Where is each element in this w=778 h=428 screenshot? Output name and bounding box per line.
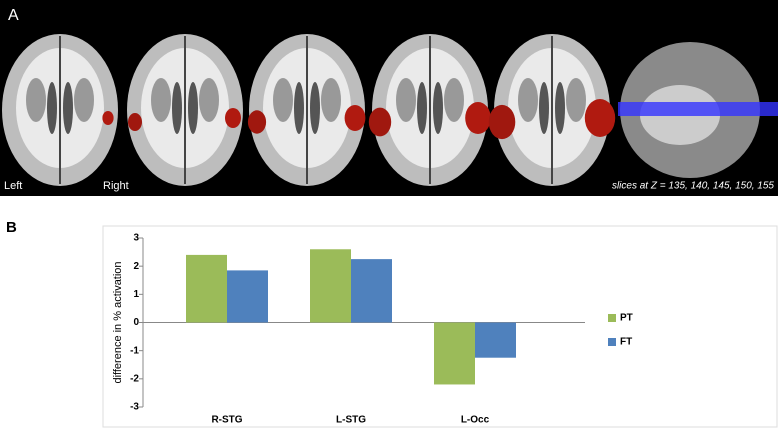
brain-ventricle xyxy=(539,82,549,134)
brain-ventricle xyxy=(172,82,182,134)
activation-blob xyxy=(368,107,392,137)
brain-ventricle xyxy=(417,82,427,134)
bar xyxy=(310,249,351,323)
brain-gray-matter xyxy=(444,78,464,122)
brain-gray-matter xyxy=(151,78,171,122)
legend-label: PT xyxy=(620,313,633,324)
brain-gray-matter xyxy=(396,78,416,122)
slice-caption: slices at Z = 135, 140, 145, 150, 155 xyxy=(612,181,774,192)
x-tick-label: R-STG xyxy=(211,415,242,426)
brain-gray-matter xyxy=(74,78,94,122)
y-tick-label: 3 xyxy=(133,233,139,244)
chart-frame xyxy=(102,225,778,428)
y-tick-label: 0 xyxy=(133,317,139,328)
y-tick-label: -1 xyxy=(130,345,139,356)
x-tick-label: L-STG xyxy=(336,415,366,426)
bar xyxy=(475,322,516,358)
activation-blob xyxy=(128,113,142,131)
panel-a-label: A xyxy=(8,7,19,24)
activation-blob xyxy=(465,102,491,134)
brain-gray-matter xyxy=(26,78,46,122)
brain-ventricle xyxy=(63,82,73,134)
slice-band xyxy=(618,102,778,116)
brain-slices xyxy=(2,34,778,186)
brain-gray-matter xyxy=(518,78,538,122)
brain-gray-matter xyxy=(321,78,341,122)
y-axis-label: difference in % activation xyxy=(112,261,124,383)
y-tick-label: 2 xyxy=(133,261,139,272)
brain-ventricle xyxy=(188,82,198,134)
left-label: Left xyxy=(4,180,22,192)
bar xyxy=(186,254,227,323)
y-tick-label: -2 xyxy=(130,373,139,384)
legend-swatch xyxy=(608,314,616,322)
brain-ventricle xyxy=(310,82,320,134)
brain-ventricle xyxy=(294,82,304,134)
bar xyxy=(351,259,392,323)
activation-blob xyxy=(584,99,616,137)
x-tick-label: L-Occ xyxy=(461,415,490,426)
y-tick-label: 1 xyxy=(133,289,139,300)
panel-b-label: B xyxy=(6,219,17,236)
brain-ventricle xyxy=(433,82,443,134)
right-label: Right xyxy=(103,180,129,192)
brain-gray-matter xyxy=(199,78,219,122)
activation-blob xyxy=(344,105,366,131)
activation-blob xyxy=(225,108,241,128)
activation-blob xyxy=(488,104,516,140)
chart: -3 -2 -1 0 1 2 3 difference in % activation R-ST… xyxy=(112,233,633,426)
y-tick-label: -3 xyxy=(130,402,139,413)
brain-gray-matter xyxy=(273,78,293,122)
legend-label: FT xyxy=(620,337,632,348)
activation-blob xyxy=(247,110,267,134)
brain-ventricle xyxy=(47,82,57,134)
brain-ventricle xyxy=(555,82,565,134)
bar xyxy=(434,322,475,385)
activation-blob xyxy=(102,111,114,125)
legend-swatch xyxy=(608,338,616,346)
bar xyxy=(227,270,268,323)
brain-gray-matter xyxy=(566,78,586,122)
